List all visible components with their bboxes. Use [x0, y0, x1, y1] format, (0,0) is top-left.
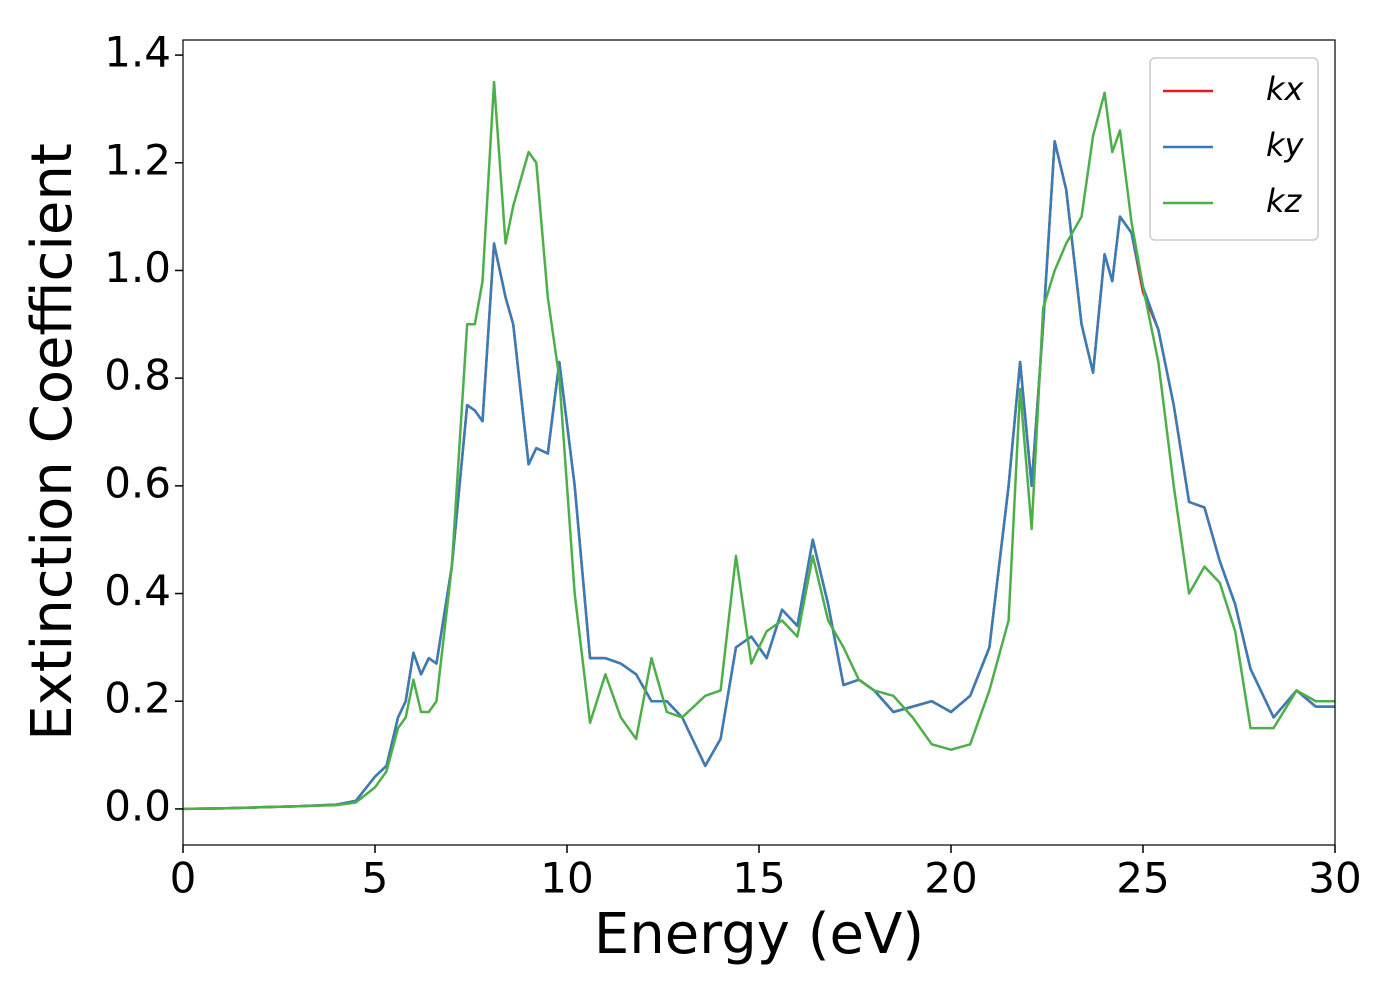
series-line	[183, 139, 1335, 811]
y-tick-label: 0.2	[104, 674, 171, 723]
legend-label: kz	[1266, 182, 1303, 220]
x-tick-label: 30	[1308, 854, 1361, 903]
y-axis-label: Extinction Coefficient	[20, 143, 85, 741]
y-tick-label: 1.2	[104, 135, 171, 184]
x-tick-label: 20	[924, 854, 977, 903]
legend-label: ky	[1266, 126, 1305, 164]
x-tick-label: 10	[540, 854, 593, 903]
x-tick-label: 5	[362, 854, 389, 903]
x-tick-label: 15	[732, 854, 785, 903]
plot-frame	[182, 39, 1336, 846]
plot-area	[183, 80, 1335, 811]
series-line	[183, 80, 1335, 811]
series-line	[183, 139, 1335, 811]
y-tick-label: 0.0	[104, 781, 171, 830]
legend-box	[1149, 57, 1319, 241]
y-tick-label: 1.0	[104, 243, 171, 292]
y-tick-label: 0.6	[104, 458, 171, 507]
legend-label: kx	[1266, 70, 1305, 108]
y-tick-label: 1.4	[104, 28, 171, 77]
y-tick-label: 0.4	[104, 566, 171, 615]
x-tick-label: 0	[170, 854, 197, 903]
x-axis-label: Energy (eV)	[594, 902, 924, 967]
y-tick-label: 0.8	[104, 351, 171, 400]
x-tick-label: 25	[1116, 854, 1169, 903]
